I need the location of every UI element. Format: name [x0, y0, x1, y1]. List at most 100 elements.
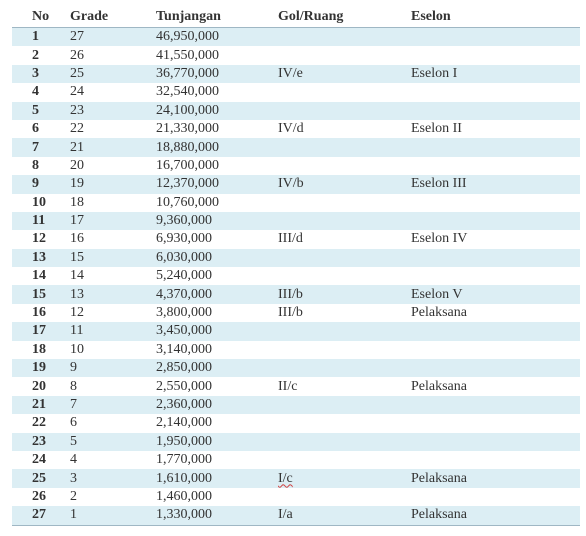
- cell-grade: 19: [70, 175, 156, 194]
- cell-gol-ruang: IV/e: [278, 64, 411, 84]
- cell-gol-ruang: [278, 322, 411, 341]
- cell-tunjangan: 1,610,000: [156, 469, 278, 488]
- cell-no: 4: [12, 83, 70, 102]
- cell-tunjangan: 1,770,000: [156, 450, 278, 470]
- cell-eselon: [411, 138, 580, 157]
- cell-grade: 3: [70, 469, 156, 488]
- cell-gol-ruang: II/c: [278, 377, 411, 396]
- cell-tunjangan: 12,370,000: [156, 175, 278, 194]
- table-row: 27 1 1,330,000 I/a Pelaksana: [12, 506, 580, 526]
- table-row: 26 2 1,460,000: [12, 487, 580, 507]
- cell-no: 1: [12, 27, 70, 47]
- cell-eselon: Eselon I: [411, 64, 580, 84]
- cell-grade: 18: [70, 193, 156, 212]
- cell-eselon: Pelaksana: [411, 377, 580, 396]
- table-row: 12 16 6,930,000 III/d Eselon IV: [12, 230, 580, 249]
- table-row: 7 21 18,880,000: [12, 138, 580, 157]
- table-row: 23 5 1,950,000: [12, 432, 580, 451]
- cell-eselon: [411, 193, 580, 212]
- header-gol-ruang: Gol/Ruang: [278, 7, 411, 28]
- table-row: 22 6 2,140,000: [12, 414, 580, 433]
- cell-gol-ruang: [278, 46, 411, 65]
- cell-eselon: [411, 414, 580, 433]
- cell-eselon: Eselon V: [411, 285, 580, 304]
- cell-eselon: [411, 450, 580, 470]
- cell-tunjangan: 2,360,000: [156, 395, 278, 415]
- cell-gol-ruang: [278, 340, 411, 360]
- cell-grade: 27: [70, 27, 156, 47]
- cell-tunjangan: 24,100,000: [156, 101, 278, 120]
- cell-tunjangan: 41,550,000: [156, 46, 278, 65]
- table-header-row: No Grade Tunjangan Gol/Ruang Eselon: [12, 7, 580, 28]
- cell-gol-ruang: [278, 267, 411, 286]
- cell-eselon: Pelaksana: [411, 303, 580, 323]
- table-row: 13 15 6,030,000: [12, 248, 580, 268]
- cell-grade: 21: [70, 138, 156, 157]
- cell-gol-ruang: III/b: [278, 303, 411, 323]
- cell-eselon: Eselon III: [411, 175, 580, 194]
- table-row: 16 12 3,800,000 III/b Pelaksana: [12, 303, 580, 323]
- cell-eselon: [411, 27, 580, 47]
- cell-no: 11: [12, 211, 70, 231]
- cell-tunjangan: 3,450,000: [156, 322, 278, 341]
- cell-grade: 22: [70, 119, 156, 139]
- cell-tunjangan: 5,240,000: [156, 267, 278, 286]
- cell-eselon: [411, 211, 580, 231]
- cell-gol-ruang: [278, 27, 411, 47]
- cell-no: 13: [12, 248, 70, 268]
- cell-eselon: [411, 322, 580, 341]
- header-eselon: Eselon: [411, 7, 580, 28]
- cell-no: 16: [12, 303, 70, 323]
- cell-no: 23: [12, 432, 70, 451]
- cell-tunjangan: 3,800,000: [156, 303, 278, 323]
- cell-gol-ruang: IV/d: [278, 119, 411, 139]
- cell-grade: 14: [70, 267, 156, 286]
- cell-no: 14: [12, 267, 70, 286]
- cell-no: 2: [12, 46, 70, 65]
- cell-eselon: [411, 101, 580, 120]
- cell-tunjangan: 18,880,000: [156, 138, 278, 157]
- cell-tunjangan: 1,460,000: [156, 487, 278, 507]
- cell-grade: 8: [70, 377, 156, 396]
- table-row: 1 27 46,950,000: [12, 27, 580, 47]
- table-row: 24 4 1,770,000: [12, 450, 580, 470]
- cell-no: 5: [12, 101, 70, 120]
- cell-eselon: [411, 248, 580, 268]
- cell-grade: 5: [70, 432, 156, 451]
- cell-no: 20: [12, 377, 70, 396]
- cell-grade: 11: [70, 322, 156, 341]
- cell-gol-ruang: [278, 248, 411, 268]
- cell-no: 22: [12, 414, 70, 433]
- table-row: 20 8 2,550,000 II/c Pelaksana: [12, 377, 580, 396]
- table-row: 8 20 16,700,000: [12, 156, 580, 176]
- table-row: 18 10 3,140,000: [12, 340, 580, 360]
- cell-no: 12: [12, 230, 70, 249]
- table-row: 2 26 41,550,000: [12, 46, 580, 65]
- cell-gol-ruang: [278, 450, 411, 470]
- cell-no: 10: [12, 193, 70, 212]
- cell-grade: 4: [70, 450, 156, 470]
- cell-tunjangan: 2,850,000: [156, 359, 278, 378]
- cell-grade: 13: [70, 285, 156, 304]
- table-row: 3 25 36,770,000 IV/e Eselon I: [12, 64, 580, 84]
- cell-tunjangan: 1,330,000: [156, 506, 278, 526]
- cell-grade: 20: [70, 156, 156, 176]
- cell-gol-ruang: III/b: [278, 285, 411, 304]
- cell-tunjangan: 6,930,000: [156, 230, 278, 249]
- cell-gol-ruang: [278, 101, 411, 120]
- table-row: 25 3 1,610,000 I/c Pelaksana: [12, 469, 580, 488]
- cell-no: 25: [12, 469, 70, 488]
- cell-eselon: Pelaksana: [411, 469, 580, 488]
- cell-gol-ruang: [278, 138, 411, 157]
- cell-gol-ruang: [278, 414, 411, 433]
- header-grade: Grade: [70, 7, 156, 28]
- cell-grade: 1: [70, 506, 156, 526]
- cell-gol-ruang: [278, 359, 411, 378]
- cell-no: 19: [12, 359, 70, 378]
- cell-eselon: [411, 340, 580, 360]
- cell-grade: 6: [70, 414, 156, 433]
- spellcheck-underline: I/c: [278, 470, 293, 486]
- cell-grade: 7: [70, 395, 156, 415]
- cell-gol-ruang: [278, 395, 411, 415]
